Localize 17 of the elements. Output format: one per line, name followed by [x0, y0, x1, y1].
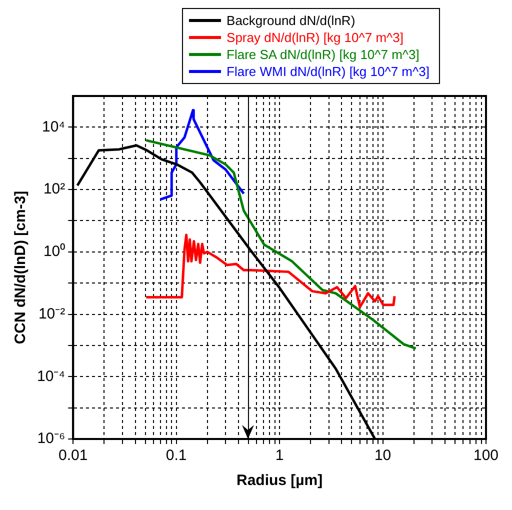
x-tick-label: 1 — [275, 447, 284, 464]
x-tick-label: 0.01 — [58, 447, 88, 464]
y-tick-label: 10² — [43, 180, 66, 198]
y-tick-label: 10⁰ — [43, 243, 66, 260]
legend-label: Flare WMI dN/d(lnR) [kg 10^7 m^3] — [226, 64, 430, 79]
x-tick-label: 100 — [473, 447, 499, 464]
x-tick-label: 0.1 — [166, 447, 187, 464]
legend-label: Background dN/d(lnR) — [226, 13, 356, 28]
y-tick-label: 10⁻⁴ — [36, 368, 66, 385]
legend-label: Flare SA dN/d(lnR) [kg 10^7 m^3] — [226, 47, 420, 62]
y-axis-title: CCN dN/d(lnD) [cm-3] — [12, 190, 30, 344]
y-tick-label: 10⁻² — [38, 305, 66, 322]
y-tick-label: 10⁴ — [42, 118, 66, 136]
x-tick-label: 10 — [374, 447, 392, 464]
y-tick-label: 10⁻⁶ — [37, 430, 66, 448]
legend-label: Spray dN/d(lnR) [kg 10^7 m^3] — [226, 30, 404, 45]
x-axis-title: Radius [µm] — [236, 472, 323, 490]
